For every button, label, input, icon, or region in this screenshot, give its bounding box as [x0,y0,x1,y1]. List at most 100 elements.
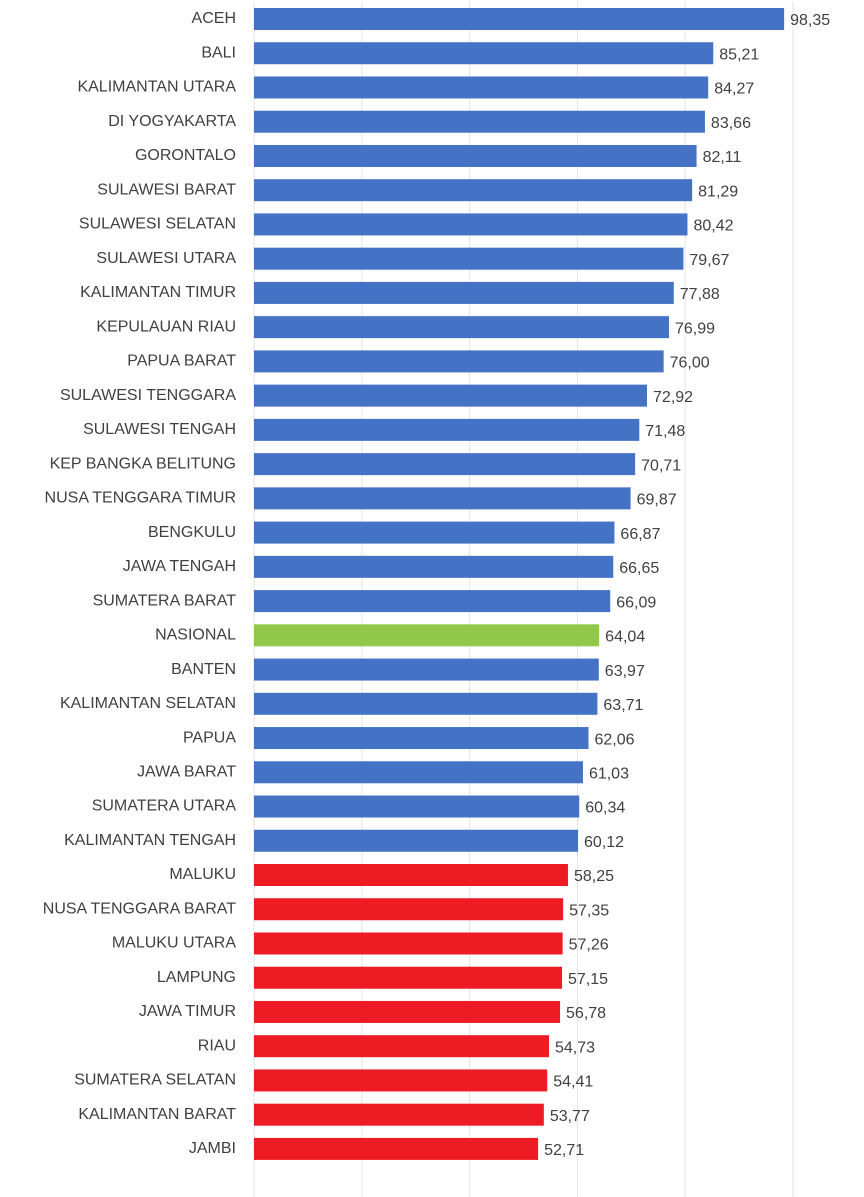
bar [254,1000,561,1023]
category-label: JAMBI [189,1140,236,1157]
value-label: 57,15 [568,971,608,988]
category-label: JAWA TENGAH [123,558,236,575]
bar [254,144,697,167]
category-label: JAWA TIMUR [139,1003,236,1020]
bar [254,384,648,407]
value-label: 54,41 [553,1074,593,1091]
category-label: RIAU [198,1037,236,1054]
category-label: NASIONAL [155,627,236,644]
category-label: SUMATERA UTARA [92,798,237,815]
category-label: BENGKULU [148,524,236,541]
value-label: 64,04 [605,629,645,646]
value-label: 77,88 [680,286,720,303]
value-label: 79,67 [689,252,729,269]
category-label: DI YOGYAKARTA [108,113,236,130]
bar [254,281,674,304]
bar [254,418,640,441]
value-label: 56,78 [566,1005,606,1022]
category-label: KEP BANGKA BELITUNG [50,455,236,472]
bar [254,350,664,373]
category-label: SULAWESI UTARA [96,250,236,267]
bar [254,213,688,236]
bar [254,829,579,852]
bar [254,1035,549,1058]
bar [254,8,785,30]
category-label: SUMATERA SELATAN [74,1072,236,1089]
category-label: LAMPUNG [157,969,236,986]
category-label: KALIMANTAN BARAT [78,1106,236,1123]
value-label: 72,92 [653,389,693,406]
bar [254,555,614,578]
category-label: SULAWESI SELATAN [79,216,236,233]
value-label: 60,12 [584,834,624,851]
bar [254,727,589,750]
value-label: 66,65 [619,560,659,577]
category-label: MALUKU UTARA [112,935,236,952]
value-label: 63,97 [605,663,645,680]
bar [254,247,684,270]
value-label: 76,00 [670,355,710,372]
bar [254,624,600,647]
category-label: KALIMANTAN SELATAN [60,695,236,712]
category-label: PAPUA BARAT [127,353,236,370]
value-label: 52,71 [544,1142,584,1159]
bar [254,1069,548,1092]
category-label: KALIMANTAN UTARA [77,79,236,96]
bar [254,1137,539,1160]
category-label: KEPULAUAN RIAU [96,318,236,335]
category-label: SULAWESI TENGAH [83,421,236,438]
value-label: 82,11 [703,149,742,166]
value-label: 57,26 [569,937,609,954]
value-label: 80,42 [693,218,733,235]
value-label: 98,35 [790,12,830,29]
bar [254,521,615,544]
value-label: 85,21 [719,46,759,63]
category-label: KALIMANTAN TENGAH [64,832,236,849]
bar [254,76,709,99]
category-label: GORONTALO [135,147,236,164]
category-label: ACEH [192,10,236,27]
value-label: 70,71 [641,457,681,474]
bar [254,1103,544,1126]
bar [254,795,580,818]
value-label: 53,77 [550,1108,590,1125]
value-label: 71,48 [645,423,685,440]
category-label: BANTEN [171,661,236,678]
bar [254,487,631,510]
value-label: 66,87 [620,526,660,543]
value-label: 54,73 [555,1039,595,1056]
bar [254,42,714,65]
bar [254,316,669,339]
bar [254,453,636,476]
bar [254,590,611,613]
category-label: SULAWESI TENGGARA [60,387,236,404]
category-label: BALI [201,44,236,61]
bar [254,179,693,202]
value-label: 60,34 [585,800,625,817]
value-label: 69,87 [637,492,677,509]
category-label: PAPUA [183,729,236,746]
value-label: 61,03 [589,765,629,782]
category-label: MALUKU [169,866,236,883]
category-label: SUMATERA BARAT [93,592,237,609]
bar [254,932,563,955]
value-label: 57,35 [569,902,609,919]
bar [254,658,599,681]
value-label: 83,66 [711,115,751,132]
value-label: 66,09 [616,594,656,611]
category-label: JAWA BARAT [137,763,236,780]
value-label: 84,27 [714,81,754,98]
category-label: NUSA TENGGARA BARAT [43,900,236,917]
category-label: SULAWESI BARAT [97,181,236,198]
bar [254,966,563,989]
value-label: 62,06 [595,731,635,748]
bar [254,692,598,715]
value-label: 81,29 [698,183,738,200]
bar [254,864,568,886]
bar [254,110,705,133]
value-label: 58,25 [574,868,614,885]
value-label: 76,99 [675,320,715,337]
bar [254,898,564,921]
category-label: NUSA TENGGARA TIMUR [45,490,236,507]
